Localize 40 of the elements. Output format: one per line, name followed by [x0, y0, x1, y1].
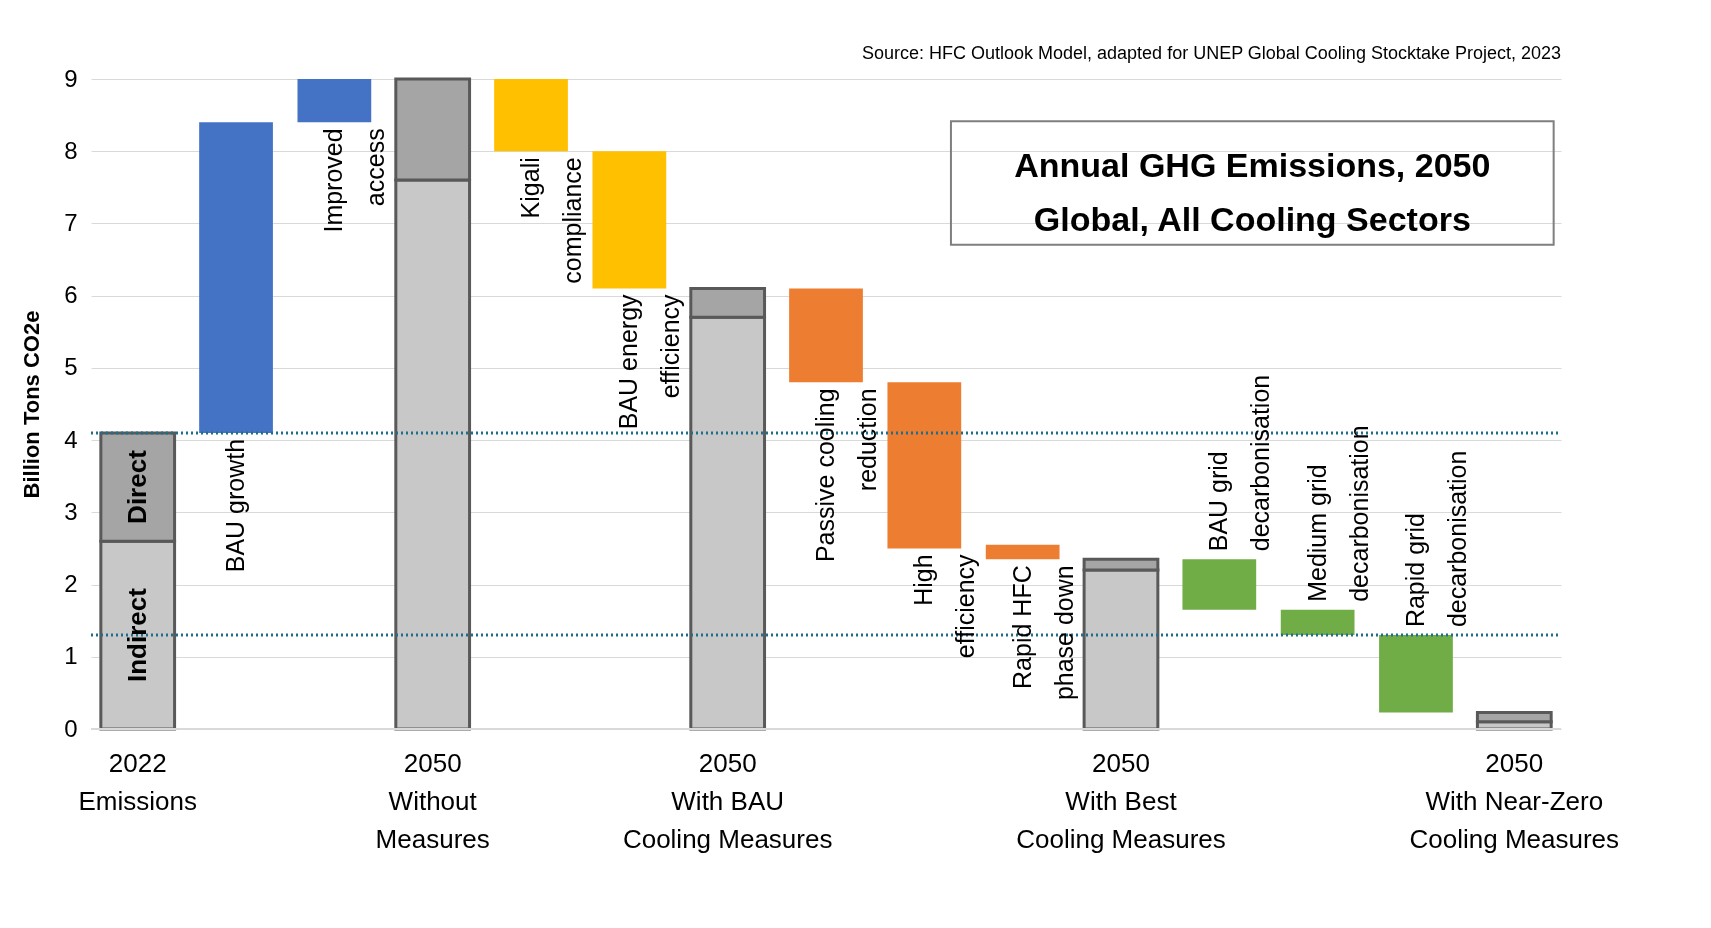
bar: [985, 544, 1060, 560]
y-axis-title: Billion Tons CO2e: [19, 310, 45, 499]
y-tick-label: 5: [64, 353, 78, 381]
bar: [592, 151, 667, 289]
x-tick-label: Rapid HFC phase down: [1007, 565, 1078, 701]
bar: [1379, 635, 1453, 713]
x-tick-label: 2050 With Best Cooling Measures: [1016, 748, 1226, 854]
bar: [1280, 609, 1355, 636]
text: Annual GHG Emissions, 2050 Global, All Cooling Sectors: [1014, 145, 1491, 238]
y-tick-label: 7: [64, 208, 78, 236]
bar: [494, 79, 568, 152]
x-tick-label: BAU growth: [221, 438, 250, 573]
bar: [789, 288, 863, 383]
y-tick-label: 4: [64, 425, 78, 453]
y-tick-label: 2: [64, 570, 78, 598]
y-tick-label: 6: [64, 281, 78, 309]
y-tick-label: 1: [64, 642, 78, 670]
y-tick-label: 8: [64, 136, 78, 164]
x-tick-label: High efficiency: [909, 553, 980, 659]
series-label: Indirect: [121, 587, 152, 683]
x-tick-label: Rapid grid decarbonisation: [1400, 450, 1471, 628]
y-tick-label: 9: [64, 64, 78, 92]
y-tick-label: 0: [64, 714, 78, 742]
y-tick-label: 3: [64, 497, 78, 525]
x-tick-label: 2050 With Near-Zero Cooling Measures: [1409, 748, 1620, 854]
source-note: Source: HFC Outlook Model, adapted for UNEP Global Cooling Stocktake Project, 2023: [861, 43, 1561, 63]
x-tick-label: 2050 Without Measures: [375, 748, 490, 854]
x-tick-label: Kigali compliance: [516, 157, 587, 284]
bar: [1182, 559, 1257, 610]
bar: [297, 79, 372, 123]
x-tick-label: 2050 With BAU Cooling Measures: [622, 748, 833, 854]
x-tick-label: Improved access: [319, 128, 390, 233]
bar: [199, 122, 273, 433]
x-tick-label: Passive cooling reduction: [811, 388, 881, 563]
series-label: Direct: [121, 449, 152, 524]
bar: [887, 382, 962, 549]
x-tick-label: BAU grid decarbonisation: [1204, 374, 1275, 552]
x-tick-label: 2022 Emissions: [78, 748, 197, 816]
x-tick-label: BAU energy efficiency: [614, 293, 685, 430]
x-tick-label: Medium grid decarbonisation: [1302, 425, 1373, 602]
